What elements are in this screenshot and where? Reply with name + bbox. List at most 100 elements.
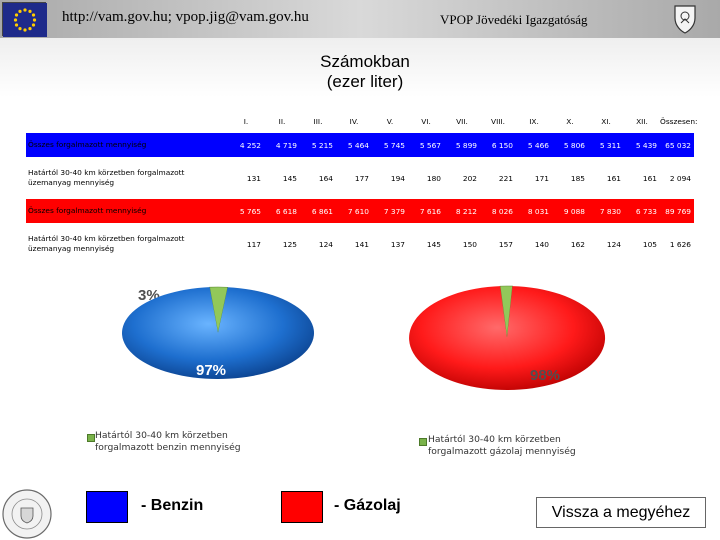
table-cell: 157 xyxy=(480,226,516,262)
table-row-benzin-border: Határtól 30-40 km körzetben forgalmazott… xyxy=(26,160,694,196)
benzin-slice-border xyxy=(209,286,229,334)
gazolaj-pie-chart xyxy=(409,285,606,391)
column-header: III. xyxy=(313,116,323,126)
benzin-pie-chart xyxy=(122,286,315,380)
table-cell: 124 xyxy=(300,226,336,262)
table-cell: 140 xyxy=(516,226,552,262)
table-cell: 221 xyxy=(480,160,516,196)
table-cell: 5 466 xyxy=(516,133,552,157)
table-cell: 5 464 xyxy=(336,133,372,157)
column-header: XII. xyxy=(636,116,648,126)
table-cell: 164 xyxy=(300,160,336,196)
column-header: VII. xyxy=(456,116,468,126)
organization-name: VPOP Jövedéki Igazgatóság xyxy=(440,12,588,27)
column-header: X. xyxy=(566,116,574,126)
gazolaj-legend-swatch xyxy=(419,438,427,446)
table-cell: 131 xyxy=(228,160,264,196)
table-cell: 150 xyxy=(444,226,480,262)
table-cell: 5 899 xyxy=(444,133,480,157)
table-cell: 145 xyxy=(408,226,444,262)
table-cell: 171 xyxy=(516,160,552,196)
table-cell: 161 xyxy=(624,160,660,196)
table-cell: 5 567 xyxy=(408,133,444,157)
table-row-gazolaj-border: Határtól 30-40 km körzetben forgalmazott… xyxy=(26,226,694,262)
table-cell: 202 xyxy=(444,160,480,196)
table-cell-total: 89 769 xyxy=(660,199,694,223)
table-gap xyxy=(26,157,694,160)
column-header: IX. xyxy=(529,116,539,126)
header-bar: http://vam.gov.hu; vpop.jig@vam.gov.hu V… xyxy=(0,0,720,38)
benzin-label[interactable]: - Benzin xyxy=(141,497,204,514)
table-cell: 5 311 xyxy=(588,133,624,157)
table-cell: 194 xyxy=(372,160,408,196)
table-cell: 5 215 xyxy=(300,133,336,157)
gazolaj-legend-text: Határtól 30-40 km körzetben forgalmazott… xyxy=(428,434,576,457)
column-header: VI. xyxy=(421,116,431,126)
table-cell: 7 379 xyxy=(372,199,408,223)
table-cell: 180 xyxy=(408,160,444,196)
benzin-slice-rest xyxy=(122,287,315,380)
table-cell-total: 65 032 xyxy=(660,133,694,157)
table-cell: 6 733 xyxy=(624,199,660,223)
table-cell: 5 439 xyxy=(624,133,660,157)
contact-url-text[interactable]: http://vam.gov.hu; vpop.jig@vam.gov.hu xyxy=(62,9,309,25)
table-cell: 4 252 xyxy=(228,133,264,157)
page-title: Számokban (ezer liter) xyxy=(260,52,470,92)
back-to-county-button[interactable]: Vissza a megyéhez xyxy=(536,497,706,528)
gazolaj-label[interactable]: - Gázolaj xyxy=(334,497,401,514)
table-cell: 177 xyxy=(336,160,372,196)
table-header-row: I. II. III. IV. V. VI. VII. VIII. IX. X.… xyxy=(26,109,698,133)
table-cell: 124 xyxy=(588,226,624,262)
gazolaj-slice-border xyxy=(499,285,513,339)
table-cell: 105 xyxy=(624,226,660,262)
row-label: Határtól 30-40 km körzetben forgalmazott… xyxy=(26,226,228,262)
header-blank xyxy=(26,109,228,133)
table-cell: 8 212 xyxy=(444,199,480,223)
customs-crest-icon xyxy=(672,4,698,34)
benzin-legend-text: Határtól 30-40 km körzetben forgalmazott… xyxy=(95,430,241,453)
table-cell: 5 765 xyxy=(228,199,264,223)
column-header: V. xyxy=(386,116,394,126)
table-cell: 9 088 xyxy=(552,199,588,223)
table-cell-total: 2 094 xyxy=(660,160,694,196)
table-cell: 5 806 xyxy=(552,133,588,157)
table-cell: 4 719 xyxy=(264,133,300,157)
benzin-button[interactable] xyxy=(86,491,128,523)
table-gap xyxy=(26,223,694,226)
gazolaj-slice-rest xyxy=(409,286,606,391)
row-label: Összes forgalmazott mennyiség xyxy=(26,199,228,223)
column-header: VIII. xyxy=(491,116,505,126)
benzin-legend-swatch xyxy=(87,434,95,442)
column-header: XI. xyxy=(601,116,611,126)
table-cell: 7 616 xyxy=(408,199,444,223)
vpop-seal-logo xyxy=(0,484,54,540)
table-cell-total: 1 626 xyxy=(660,226,694,262)
table-cell: 137 xyxy=(372,226,408,262)
table-cell: 6 618 xyxy=(264,199,300,223)
column-header: IV. xyxy=(349,116,359,126)
column-header: I. xyxy=(243,116,249,126)
table-cell: 8 031 xyxy=(516,199,552,223)
column-header: II. xyxy=(278,116,286,126)
table-cell: 6 861 xyxy=(300,199,336,223)
table-cell: 7 610 xyxy=(336,199,372,223)
table-cell: 141 xyxy=(336,226,372,262)
monthly-volume-table: I. II. III. IV. V. VI. VII. VIII. IX. X.… xyxy=(26,109,698,262)
table-cell: 145 xyxy=(264,160,300,196)
benzin-large-pct-label: 97% xyxy=(196,362,227,379)
column-header-total: Összesen: xyxy=(660,116,698,126)
table-cell: 117 xyxy=(228,226,264,262)
table-cell: 125 xyxy=(264,226,300,262)
row-label: Összes forgalmazott mennyiség xyxy=(26,133,228,157)
eu-flag-icon xyxy=(2,2,47,37)
row-label: Határtól 30-40 km körzetben forgalmazott… xyxy=(26,160,228,196)
table-cell: 7 830 xyxy=(588,199,624,223)
gazolaj-button[interactable] xyxy=(281,491,323,523)
gazolaj-pie-slices xyxy=(409,285,606,391)
table-cell: 5 745 xyxy=(372,133,408,157)
table-cell: 8 026 xyxy=(480,199,516,223)
title-line-1: Számokban xyxy=(320,52,410,71)
table-row-gazolaj-total: Összes forgalmazott mennyiség 5 765 6 61… xyxy=(26,199,694,223)
benzin-pie-slices xyxy=(122,286,315,380)
title-line-2: (ezer liter) xyxy=(326,72,404,91)
